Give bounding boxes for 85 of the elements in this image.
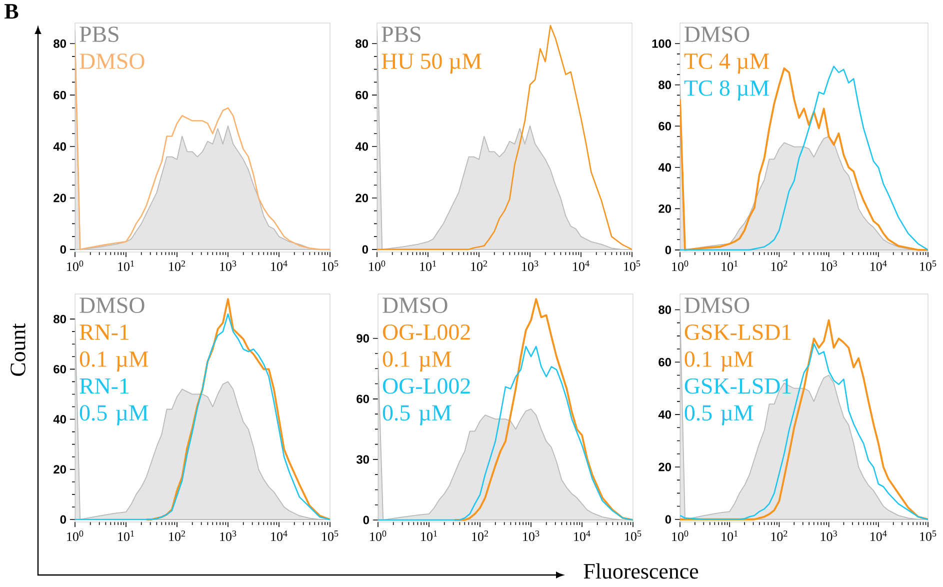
x-tick-label: 10$^{1}$ [118, 530, 134, 541]
x-tick-label: 10$^{3}$ [820, 260, 837, 271]
y-tick-label: 60 [658, 122, 672, 130]
x-tick-label: 10$^{4}$ [870, 260, 887, 271]
y-tick-label: 60 [54, 90, 66, 100]
text: B [4, 4, 18, 19]
x-tick-label: 10$^{0}$ [67, 530, 84, 542]
y-axis-title: Count [10, 323, 26, 376]
y-tick-label: 60 [658, 358, 672, 366]
series-label: RN-1 0.5 µM [80, 378, 148, 426]
y-tick-label: 90 [356, 334, 369, 343]
series-label: GSK-LSD1 0.5 µM [684, 378, 791, 426]
text: RN-1 0.1 µM [80, 324, 148, 372]
y-tick-label: 20 [54, 465, 66, 474]
x-tick-label: 10$^{3}$ [820, 530, 837, 541]
series-label: TC 4 µM [684, 54, 770, 74]
y-tick-label: 20 [658, 204, 672, 213]
x-tick-label: 10$^{2}$ [169, 530, 185, 541]
x-tick-label: 10$^{3}$ [220, 530, 236, 541]
y-tick-label: 0 [363, 516, 369, 524]
x-tick-label: 10$^{3}$ [522, 260, 538, 271]
series-label: GSK-LSD1 0.1 µM [684, 324, 791, 372]
series-label: DMSO [382, 298, 448, 314]
x-tick-label: 10$^{1}$ [722, 530, 738, 541]
series-label: DMSO [684, 298, 750, 314]
x-tick-label: 10$^{0}$ [370, 530, 386, 542]
series-label: PBS [382, 26, 420, 42]
y-tick-label: 30 [356, 455, 369, 464]
x-tick-label: 10$^{2}$ [771, 530, 788, 541]
x-tick-label: 10$^{1}$ [118, 260, 134, 271]
x-tick-label: 10$^{5}$ [624, 260, 640, 271]
y-tick-label: 20 [356, 194, 368, 202]
y-tick-label: 40 [658, 163, 672, 172]
y-tick-label: 60 [356, 90, 368, 100]
y-tick-label: 0 [362, 245, 368, 254]
x-tick-label: 10$^{0}$ [67, 260, 84, 272]
y-tick-label: 40 [658, 410, 672, 419]
x-tick-label: 10$^{5}$ [322, 260, 338, 271]
y-tick-label: 40 [355, 142, 368, 151]
x-tick-label: 10$^{5}$ [625, 530, 642, 541]
x-tick-label: 10$^{4}$ [574, 530, 590, 541]
y-tick-label: 0 [60, 515, 66, 524]
x-tick-label: 10$^{4}$ [870, 530, 887, 541]
y-tick-label: 0 [665, 246, 672, 254]
x-tick-label: 10$^{1}$ [722, 260, 738, 271]
x-tick-label: 10$^{4}$ [271, 260, 288, 271]
text: TC 8 µM [684, 80, 770, 100]
x-tick-label: 10$^{2}$ [169, 260, 185, 271]
y-tick-label: 20 [54, 194, 66, 202]
y-tick-label: 60 [356, 394, 369, 404]
x-tick-label: 10$^{5}$ [920, 530, 936, 541]
x-tick-label: 10$^{0}$ [672, 260, 688, 272]
x-tick-label: 10$^{5}$ [322, 530, 338, 541]
y-tick-label: 80 [54, 39, 66, 48]
x-tick-label: 10$^{3}$ [220, 260, 236, 271]
series-label: DMSO [80, 54, 144, 69]
x-tick-label: 10$^{0}$ [369, 260, 386, 272]
series-label: DMSO [684, 26, 750, 42]
series-label: DMSO [80, 298, 144, 314]
y-tick-label: 80 [356, 39, 368, 48]
y-tick-label: 80 [658, 80, 672, 90]
x-tick-label: 10$^{4}$ [271, 530, 288, 541]
x-tick-label: 10$^{5}$ [920, 260, 936, 271]
series-label: OG-L002 0.5 µM [382, 378, 470, 426]
text: HU 50 µM [382, 53, 482, 74]
text: OG-L002 0.1 µM [382, 324, 470, 372]
y-tick-label: 80 [54, 314, 66, 324]
y-tick-label: 60 [54, 364, 66, 374]
x-tick-label: 10$^{2}$ [771, 260, 788, 271]
x-tick-label: 10$^{2}$ [471, 260, 487, 271]
x-axis-title: Fluorescence [584, 563, 698, 579]
y-tick-label: 40 [53, 415, 66, 424]
x-tick-label: 10$^{1}$ [421, 530, 437, 541]
x-tick-label: 10$^{1}$ [420, 260, 436, 271]
x-tick-label: 10$^{2}$ [472, 530, 488, 541]
x-tick-label: 10$^{4}$ [573, 260, 590, 271]
y-tick-label: 40 [53, 142, 66, 151]
y-tick-label: 0 [60, 245, 66, 254]
x-tick-label: 10$^{0}$ [672, 530, 688, 542]
x-tick-label: 10$^{3}$ [523, 530, 540, 541]
series-label: PBS [80, 26, 118, 42]
y-tick-label: 100 [652, 39, 672, 48]
y-tick-label: 20 [658, 462, 672, 472]
y-tick-label: 0 [665, 515, 672, 524]
y-tick-label: 80 [658, 305, 672, 314]
